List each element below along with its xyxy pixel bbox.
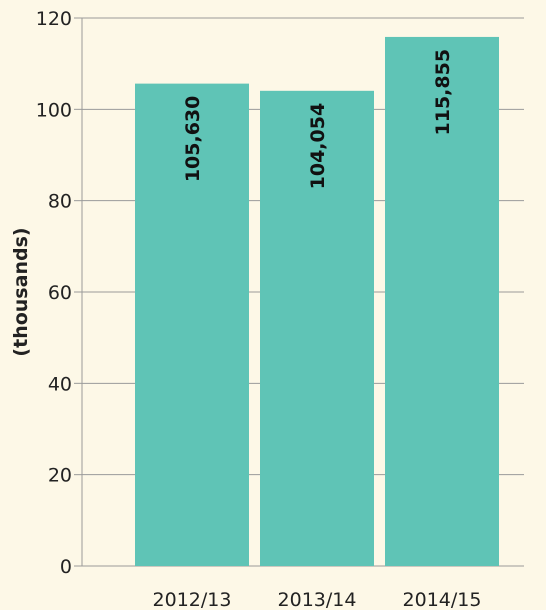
bar-2014-15	[385, 36, 499, 566]
x-tick-label: 2014/15	[403, 589, 482, 610]
y-tick-label: 100	[36, 99, 72, 121]
x-axis-ticks: 2012/13 2013/14 2014/15	[153, 589, 482, 610]
x-tick-label: 2012/13	[153, 589, 232, 610]
y-tick-label: 0	[60, 556, 72, 578]
data-label: 105,630	[182, 96, 204, 183]
y-axis-ticks: 0 20 40 60 80 100 120	[36, 8, 82, 578]
y-tick-label: 20	[48, 465, 72, 487]
data-label: 115,855	[432, 49, 454, 136]
y-axis-title: (thousands)	[10, 227, 32, 356]
data-labels: 105,630 104,054 115,855	[182, 49, 454, 189]
y-tick-label: 80	[48, 191, 72, 213]
y-tick-label: 40	[48, 373, 72, 395]
y-tick-label: 120	[36, 8, 72, 30]
data-label: 104,054	[307, 103, 329, 190]
x-tick-label: 2013/14	[278, 589, 357, 610]
y-tick-label: 60	[48, 282, 72, 304]
bar-2013-14	[260, 90, 374, 566]
bar-2012-13	[135, 83, 249, 567]
bars	[135, 36, 499, 567]
